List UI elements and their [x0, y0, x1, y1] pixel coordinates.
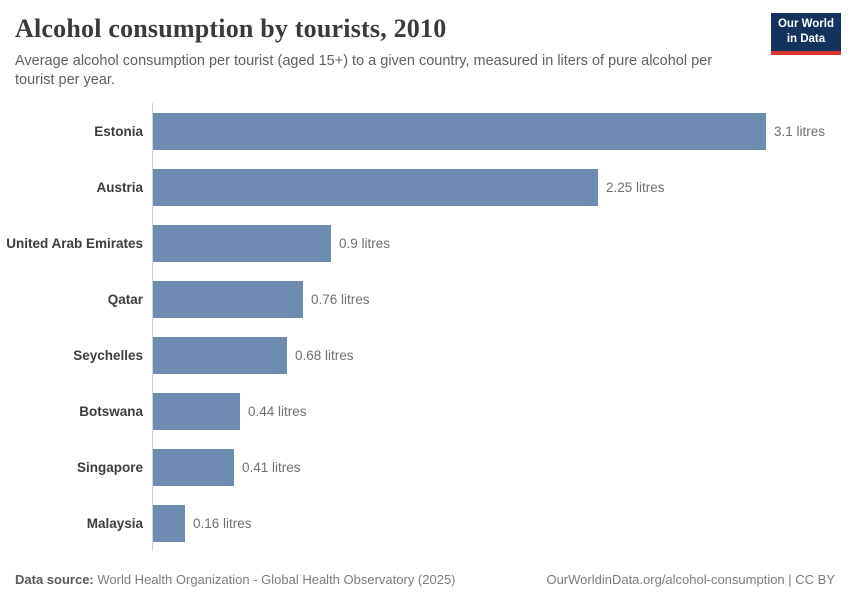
chart-footer: Data source: World Health Organization -…	[15, 572, 835, 587]
bar[interactable]	[153, 168, 598, 206]
country-label: Austria	[96, 179, 143, 195]
value-label: 0.9 litres	[339, 235, 391, 251]
bar[interactable]	[153, 336, 287, 374]
chart-subtitle: Average alcohol consumption per tourist …	[15, 53, 713, 89]
value-label: 2.25 litres	[606, 179, 665, 195]
bar[interactable]	[153, 224, 331, 262]
bar-row: Singapore 0.41 litres	[0, 439, 850, 495]
country-label: Estonia	[94, 123, 143, 139]
bar[interactable]	[153, 448, 234, 486]
owid-logo-line2: in Data	[786, 32, 826, 45]
bar[interactable]	[153, 280, 303, 318]
value-label: 0.16 litres	[193, 515, 252, 531]
page-title: Alcohol consumption by tourists, 2010	[15, 14, 447, 43]
country-label: Seychelles	[73, 347, 143, 363]
bar[interactable]	[153, 112, 766, 150]
bar-row: Malaysia 0.16 litres	[0, 495, 850, 551]
value-label: 0.44 litres	[248, 403, 307, 419]
country-label: Singapore	[76, 459, 143, 475]
bar-row: Qatar 0.76 litres	[0, 271, 850, 327]
bar-chart: Estonia 3.1 litres Austria 2.25 litres Unite…	[0, 103, 850, 551]
footer-link[interactable]: OurWorldinData.org/alcohol-consumption |…	[546, 572, 835, 587]
bar-row: Austria 2.25 litres	[0, 159, 850, 215]
data-source-label: Data source:	[15, 572, 94, 587]
bar-rows: Estonia 3.1 litres Austria 2.25 litres Unite…	[0, 103, 850, 551]
bar[interactable]	[153, 504, 185, 542]
data-source: Data source: World Health Organization -…	[15, 572, 456, 587]
bar-row: Estonia 3.1 litres	[0, 103, 850, 159]
value-label: 3.1 litres	[774, 123, 826, 139]
bar-row: Seychelles 0.68 litres	[0, 327, 850, 383]
owid-logo[interactable]: Our World in Data	[770, 13, 841, 55]
y-axis-line	[152, 103, 153, 551]
country-label: Malaysia	[86, 515, 143, 531]
data-source-text: World Health Organization - Global Healt…	[93, 572, 456, 587]
country-label: United Arab Emirates	[6, 235, 143, 251]
value-label: 0.76 litres	[311, 291, 370, 307]
owid-logo-line1: Our World	[777, 18, 834, 30]
country-label: Qatar	[107, 291, 143, 307]
value-label: 0.41 litres	[242, 459, 301, 475]
country-label: Botswana	[79, 403, 143, 419]
bar-row: United Arab Emirates 0.9 litres	[0, 215, 850, 271]
bar[interactable]	[153, 392, 240, 430]
value-label: 0.68 litres	[295, 347, 354, 363]
bar-row: Botswana 0.44 litres	[0, 383, 850, 439]
